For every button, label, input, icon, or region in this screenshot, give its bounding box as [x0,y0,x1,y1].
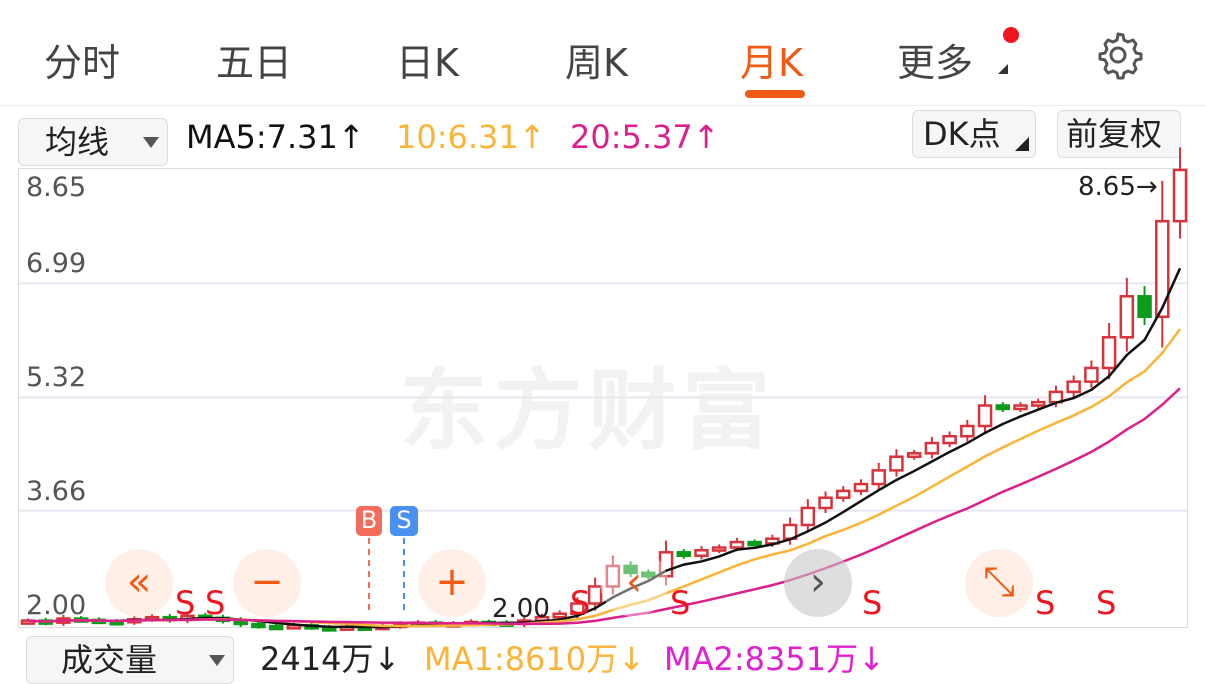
tab-weekly-k[interactable]: 周K [565,41,628,85]
candle-body [641,571,656,578]
candle-body [1066,380,1081,394]
candle-body [268,624,284,631]
candle-body [1137,295,1152,319]
y-label: 5.32 [26,362,87,393]
zoom-out-button[interactable]: − [233,549,301,617]
sell-signal: S [175,584,196,622]
candle-body [747,540,762,547]
adjust-price-button[interactable]: 前复权 [1057,110,1181,158]
candle-body [251,622,266,629]
min-price-label: 2.00 [492,594,550,624]
caret-down-icon [209,655,225,666]
sell-signal: S [205,584,226,622]
sell-signal: S [862,584,883,622]
candle-body [587,585,603,605]
candle-body [711,546,727,552]
ma20-line [27,387,1181,626]
candle-body [1013,404,1028,411]
y-label: 2.00 [26,590,87,621]
sell-signal: S [570,584,591,622]
candle-body [818,496,833,510]
sell-signal: S [670,584,691,622]
volume-select[interactable]: 成交量 [26,636,234,684]
tab-more[interactable]: 更多 [897,41,974,85]
max-price-label: 8.65→ [1078,172,1158,202]
volume-value: 2414万↓ [260,640,401,678]
candle-body [889,455,904,472]
volume-select-label: 成交量 [61,641,158,679]
candle-body [942,435,957,445]
volume-ma2: MA2:8351万↓ [664,640,885,678]
candle-body [853,482,869,493]
dropdown-corner-icon [1015,137,1029,151]
candle-body [1030,400,1046,407]
active-tab-underline [745,90,805,98]
candle-body [694,549,709,557]
candle-body [570,602,585,616]
candle-body [995,404,1011,411]
buy-marker[interactable]: B [356,506,382,536]
candle-body [1172,168,1188,223]
candle-body [960,424,975,438]
caret-down-icon [143,137,159,148]
candle-body [623,564,638,575]
scroll-left-button[interactable]: ‹ [600,549,668,617]
tab-five-day[interactable]: 五日 [216,41,293,85]
kline-chart[interactable] [18,168,1188,628]
candle-body [906,452,922,458]
candle-body [800,506,816,527]
notification-dot [1003,27,1019,43]
sell-signal: S [1096,584,1117,622]
candle-body [977,404,993,428]
candle-body [1101,336,1117,370]
ma5-value: MA5:7.31↑ [186,118,365,156]
zoom-in-button[interactable]: + [418,549,486,617]
y-label: 6.99 [26,248,87,279]
candle-body [1155,219,1170,319]
dk-point-label: DK点 [923,115,1001,153]
ma-select[interactable]: 均线 [18,118,168,166]
fullscreen-button[interactable]: ⤡ [965,549,1033,617]
candle-body [729,540,745,549]
dropdown-corner-icon [998,64,1008,74]
period-tabs: 分时 五日 日K 周K 月K 更多 [0,0,1206,106]
scroll-right-button[interactable]: › [784,549,852,617]
candle-body [924,441,940,455]
tab-daily-k[interactable]: 日K [396,41,459,85]
volume-ma1: MA1:8610万↓ [424,640,645,678]
candle-body [1119,295,1135,339]
candle-body [871,469,886,486]
candle-body [676,551,692,557]
candle-body [836,489,851,499]
ma-select-label: 均线 [45,123,110,161]
scroll-left-fast-button[interactable]: « [105,549,173,617]
y-label: 3.66 [26,476,87,507]
sell-marker[interactable]: S [390,506,418,536]
watermark: 东方财富 [400,359,777,462]
candle-body [605,564,621,588]
ma20-value: 20:5.37↑ [570,118,720,156]
sell-signal: S [1035,584,1056,622]
candle-body [1084,366,1099,383]
tab-intraday[interactable]: 分时 [44,41,121,85]
tab-monthly-k[interactable]: 月K [740,41,803,85]
y-label: 8.65 [26,172,87,203]
dk-point-button[interactable]: DK点 [912,110,1036,158]
ma10-value: 10:6.31↑ [396,118,546,156]
candle-body [552,612,567,619]
gear-icon[interactable] [1093,30,1143,80]
